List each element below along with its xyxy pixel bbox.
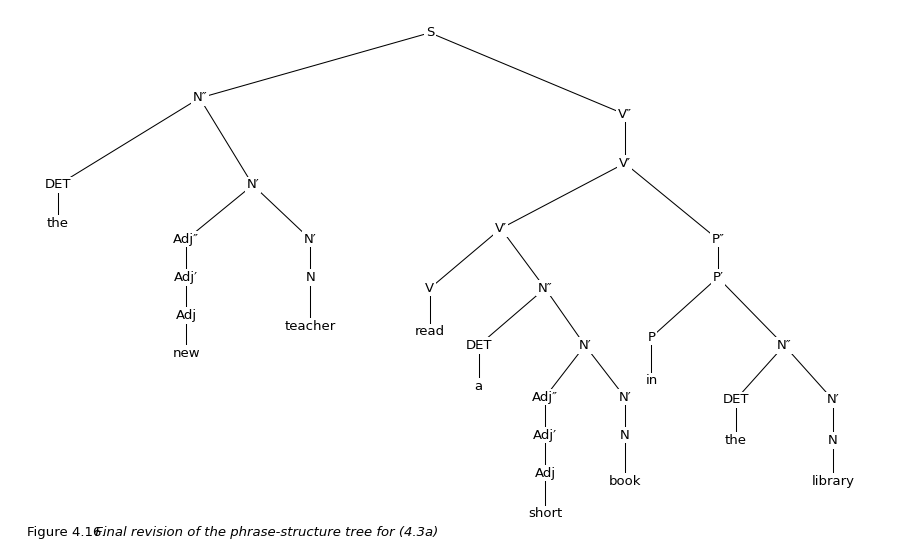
Text: read: read [414,325,444,339]
Text: the: the [723,434,746,447]
Text: teacher: teacher [284,320,336,333]
Text: in: in [645,374,656,387]
Text: N″: N″ [776,339,791,352]
Text: V′: V′ [618,157,630,170]
Text: V: V [425,282,434,295]
Text: N′: N′ [618,391,630,403]
Text: N: N [827,434,837,447]
Text: book: book [608,475,640,488]
Text: a: a [474,380,482,393]
Text: P″: P″ [711,233,723,246]
Text: Adj: Adj [534,467,555,480]
Text: DET: DET [465,339,491,352]
Text: Adj′: Adj′ [174,271,199,284]
Text: short: short [527,507,562,521]
Text: Final revision of the phrase-structure tree for (4.3a): Final revision of the phrase-structure t… [90,526,437,538]
Text: V′: V′ [494,222,507,235]
Text: N″: N″ [537,282,552,295]
Text: N: N [305,271,315,284]
Text: DET: DET [721,393,748,406]
Text: N′: N′ [247,179,259,191]
Text: V″: V″ [617,108,631,121]
Text: Adj: Adj [175,309,197,322]
Text: N″: N″ [192,92,207,104]
Text: P′: P′ [712,271,722,284]
Text: Adj″: Adj″ [173,233,200,246]
Text: N′: N′ [303,233,316,246]
Text: N: N [619,428,629,442]
Text: Adj′: Adj′ [533,428,556,442]
Text: the: the [47,216,69,230]
Text: P: P [647,331,655,344]
Text: N′: N′ [825,393,838,406]
Text: Figure 4.16.: Figure 4.16. [27,526,106,538]
Text: N′: N′ [578,339,591,352]
Text: S: S [425,26,433,39]
Text: new: new [172,347,200,360]
Text: Adj″: Adj″ [532,391,557,403]
Text: DET: DET [44,179,71,191]
Text: library: library [811,475,853,488]
